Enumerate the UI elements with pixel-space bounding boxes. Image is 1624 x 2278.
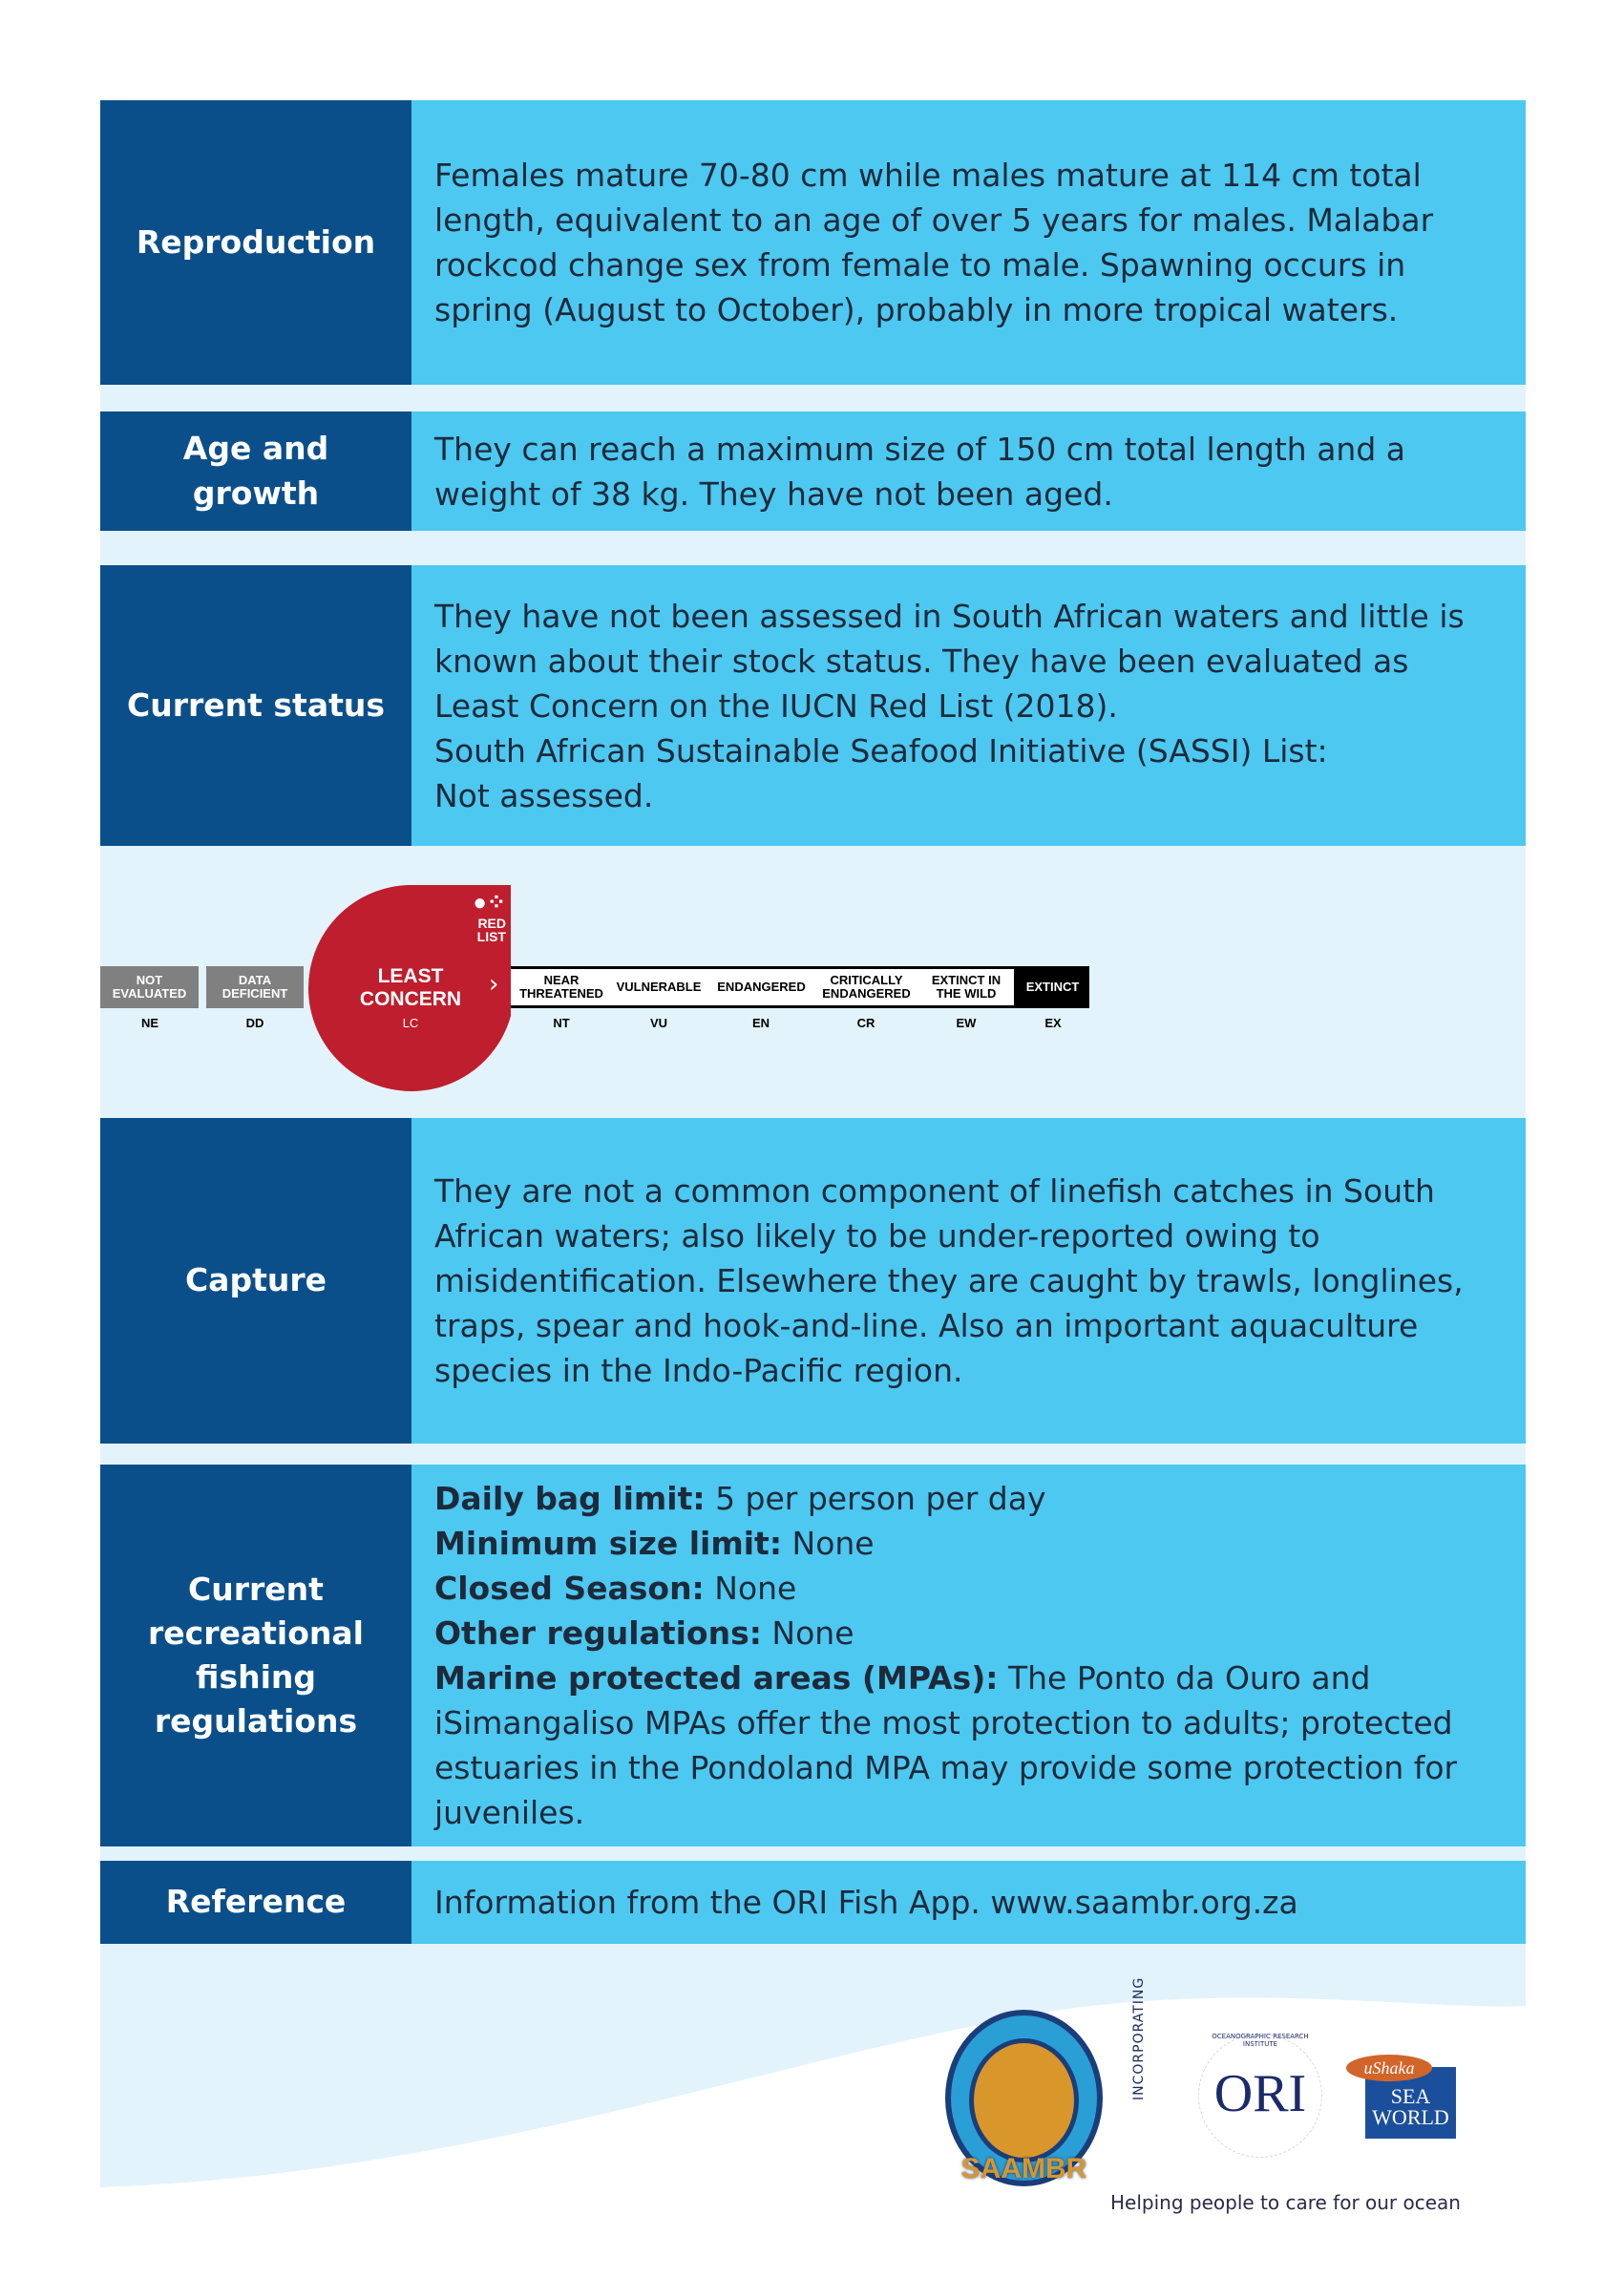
code-ew: EW bbox=[956, 1016, 977, 1030]
code-lc: LC bbox=[402, 1016, 419, 1030]
code-vu: VU bbox=[649, 1016, 668, 1030]
other-regs-label: Other regulations: bbox=[434, 1614, 762, 1652]
iucn-nt: NEAR THREATENED bbox=[519, 973, 603, 1001]
chevron-right-icon: › bbox=[489, 970, 499, 999]
row-text: They can reach a maximum size of 150 cm … bbox=[434, 430, 1406, 513]
tagline: Helping people to care for our ocean bbox=[1110, 2191, 1461, 2214]
row-text: Females mature 70-80 cm while males matu… bbox=[434, 157, 1434, 328]
red-list-logo: ●⁘ RED LIST bbox=[473, 890, 506, 944]
iucn-dd: DATA DEFICIENT bbox=[206, 966, 304, 1008]
iucn-ne: NOT EVALUATED bbox=[100, 966, 199, 1008]
iucn-en: ENDANGERED bbox=[717, 980, 806, 994]
age-row: Age and growth They can reach a maximum … bbox=[100, 411, 1526, 531]
row-label: Current status bbox=[100, 565, 411, 846]
bag-limit-value: 5 per person per day bbox=[705, 1480, 1046, 1517]
iucn-ex: EXTINCT bbox=[1025, 980, 1080, 994]
closed-season-value: None bbox=[704, 1570, 797, 1607]
reference-row: Reference Information from the ORI Fish … bbox=[100, 1861, 1526, 1944]
iucn-vu: VULNERABLE bbox=[616, 980, 702, 994]
code-ex: EX bbox=[1044, 1016, 1062, 1030]
mpa-value: The Ponto da Ouro and iSimangaliso MPAs … bbox=[434, 1659, 1458, 1831]
row-text: Not assessed. bbox=[434, 776, 654, 814]
ori-logo: ORI OCEANOGRAPHIC RESEARCH INSTITUTE bbox=[1198, 2033, 1322, 2158]
row-label: Current recreational fishing regulations bbox=[100, 1465, 411, 1846]
size-limit-label: Minimum size limit: bbox=[434, 1525, 783, 1562]
closed-season-label: Closed Season: bbox=[434, 1570, 705, 1607]
row-label: Reference bbox=[100, 1861, 411, 1944]
regulations-row: Current recreational fishing regulations… bbox=[100, 1465, 1526, 1846]
saambr-logo: SAAMBR bbox=[936, 2000, 1112, 2201]
size-limit-value: None bbox=[782, 1525, 875, 1562]
mpa-label: Marine protected areas (MPAs): bbox=[434, 1659, 999, 1697]
iucn-lc: LEAST CONCERN bbox=[359, 965, 462, 1010]
iucn-bar-fill bbox=[511, 969, 1014, 1005]
row-label: Reproduction bbox=[100, 100, 411, 385]
reproduction-row: Reproduction Females mature 70-80 cm whi… bbox=[100, 100, 1526, 385]
footer-wave bbox=[100, 1997, 1526, 2278]
status-row: Current status They have not been assess… bbox=[100, 565, 1526, 846]
bag-limit-label: Daily bag limit: bbox=[434, 1480, 706, 1517]
row-text: They have not been assessed in South Afr… bbox=[434, 597, 1465, 725]
capture-row: Capture They are not a common component … bbox=[100, 1118, 1526, 1444]
row-label: Age and growth bbox=[100, 411, 411, 531]
row-text: South African Sustainable Seafood Initia… bbox=[434, 731, 1328, 770]
least-concern-badge bbox=[308, 885, 511, 1091]
code-en: EN bbox=[751, 1016, 770, 1030]
other-regs-value: None bbox=[761, 1614, 854, 1652]
iucn-ew: EXTINCT IN THE WILD bbox=[931, 973, 1002, 1001]
code-ne: NE bbox=[140, 1016, 159, 1030]
row-text: They are not a common component of linef… bbox=[434, 1172, 1464, 1389]
iucn-cr: CRITICALLY ENDANGERED bbox=[822, 973, 911, 1001]
incorporating-text: INCORPORATING bbox=[1131, 1976, 1147, 2100]
ushaka-seaworld-logo: uShaka SEA WORLD bbox=[1346, 2043, 1461, 2143]
code-cr: CR bbox=[856, 1016, 875, 1030]
code-dd: DD bbox=[245, 1016, 264, 1030]
reference-text[interactable]: Information from the ORI Fish App. www.s… bbox=[434, 1884, 1298, 1921]
row-label: Capture bbox=[100, 1118, 411, 1444]
code-nt: NT bbox=[553, 1016, 570, 1030]
